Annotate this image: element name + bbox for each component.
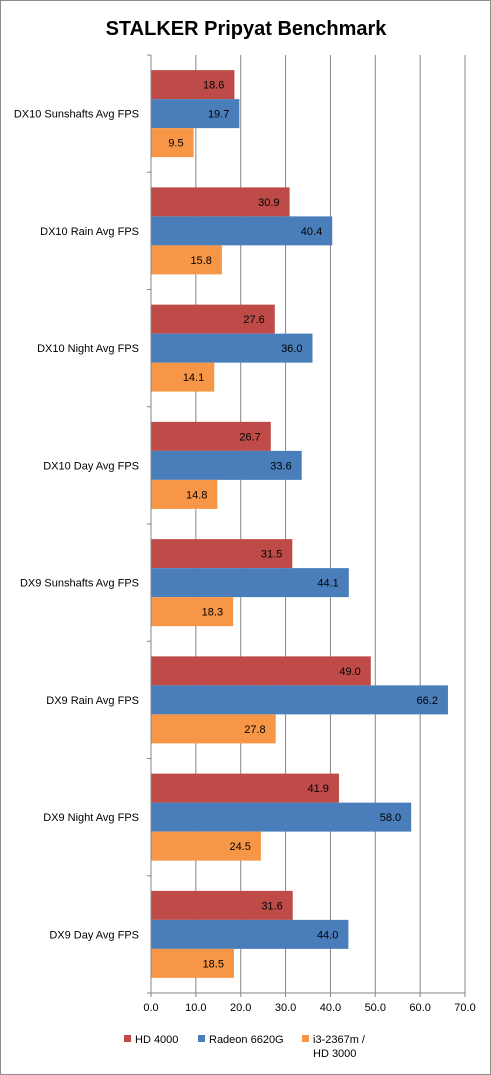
legend-swatch (302, 1035, 309, 1042)
bar (151, 831, 261, 861)
x-tick-label: 40.0 (320, 1002, 341, 1014)
x-tick-label: 20.0 (230, 1002, 251, 1014)
bar (151, 656, 371, 686)
bars (151, 70, 448, 978)
data-label: 19.7 (208, 109, 229, 121)
data-label: 33.6 (270, 460, 291, 472)
bar (151, 304, 275, 334)
data-label: 14.8 (186, 489, 207, 501)
category-label: DX10 Sunshafts Avg FPS (14, 109, 139, 121)
data-label: 14.1 (183, 372, 204, 384)
data-label: 66.2 (417, 695, 438, 707)
category-label: DX10 Day Avg FPS (43, 460, 139, 472)
data-label: 18.5 (203, 958, 224, 970)
bar (151, 919, 349, 949)
x-tick-label: 0.0 (143, 1002, 158, 1014)
x-tick-label: 60.0 (409, 1002, 430, 1014)
bar (151, 362, 215, 392)
data-label: 44.1 (317, 578, 338, 590)
bar (151, 890, 293, 920)
data-label: 24.5 (229, 841, 250, 853)
legend-swatch (124, 1035, 131, 1042)
bar (151, 597, 234, 627)
axes (147, 54, 466, 997)
data-label: 27.8 (244, 724, 265, 736)
bar (151, 539, 293, 569)
bar (151, 216, 333, 246)
data-label: 40.4 (301, 226, 322, 238)
data-label: 15.8 (190, 255, 211, 267)
category-label: DX9 Sunshafts Avg FPS (20, 578, 139, 590)
legend-item: i3-2367m / HD 3000 (302, 1034, 366, 1060)
labels: 0.0 10.0 20.0 30.0 40.0 50.0 60.0 70.0 DX10 Suns… (14, 80, 476, 1014)
bar (151, 802, 412, 832)
legend-label-line: i3-2367m / (313, 1034, 366, 1046)
category-label: DX9 Day Avg FPS (49, 929, 139, 941)
x-tick-label: 10.0 (185, 1002, 206, 1014)
x-tick-label: 70.0 (454, 1002, 475, 1014)
x-tick-label: 30.0 (275, 1002, 296, 1014)
bar (151, 187, 290, 217)
data-label: 31.5 (261, 549, 282, 561)
bar (151, 245, 222, 275)
bar (151, 99, 240, 129)
bar (151, 714, 276, 744)
bar (151, 773, 339, 803)
legend-label: HD 4000 (135, 1034, 178, 1046)
legend-label-line: HD 3000 (313, 1048, 356, 1060)
data-label: 41.9 (308, 783, 329, 795)
bar (151, 128, 194, 158)
legend-item: HD 4000 (124, 1034, 178, 1046)
legend-item: Radeon 6620G (198, 1034, 284, 1046)
data-label: 18.6 (203, 80, 224, 92)
data-label: 36.0 (281, 343, 302, 355)
data-label: 58.0 (380, 812, 401, 824)
data-label: 27.6 (243, 314, 264, 326)
chart-title: STALKER Pripyat Benchmark (106, 18, 388, 40)
bar (151, 479, 218, 509)
legend: HD 4000 Radeon 6620G i3-2367m / HD 3000 (124, 1034, 366, 1060)
x-tick-label: 50.0 (365, 1002, 386, 1014)
data-label: 44.0 (317, 929, 338, 941)
legend-swatch (198, 1035, 205, 1042)
bar (151, 948, 234, 978)
data-label: 49.0 (339, 666, 360, 678)
bar (151, 333, 313, 363)
data-label: 30.9 (258, 197, 279, 209)
category-label: DX10 Rain Avg FPS (40, 226, 139, 238)
bar (151, 568, 349, 598)
bar (151, 685, 448, 715)
data-label: 18.3 (202, 607, 223, 619)
category-label: DX9 Rain Avg FPS (46, 695, 139, 707)
data-label: 9.5 (168, 138, 183, 150)
bar (151, 421, 271, 451)
legend-label: i3-2367m / HD 3000 (313, 1034, 366, 1060)
data-label: 31.6 (261, 900, 282, 912)
legend-label: Radeon 6620G (209, 1034, 284, 1046)
category-label: DX9 Night Avg FPS (43, 812, 139, 824)
bar (151, 450, 302, 480)
data-label: 26.7 (239, 431, 260, 443)
bar (151, 70, 235, 100)
category-label: DX10 Night Avg FPS (37, 343, 139, 355)
